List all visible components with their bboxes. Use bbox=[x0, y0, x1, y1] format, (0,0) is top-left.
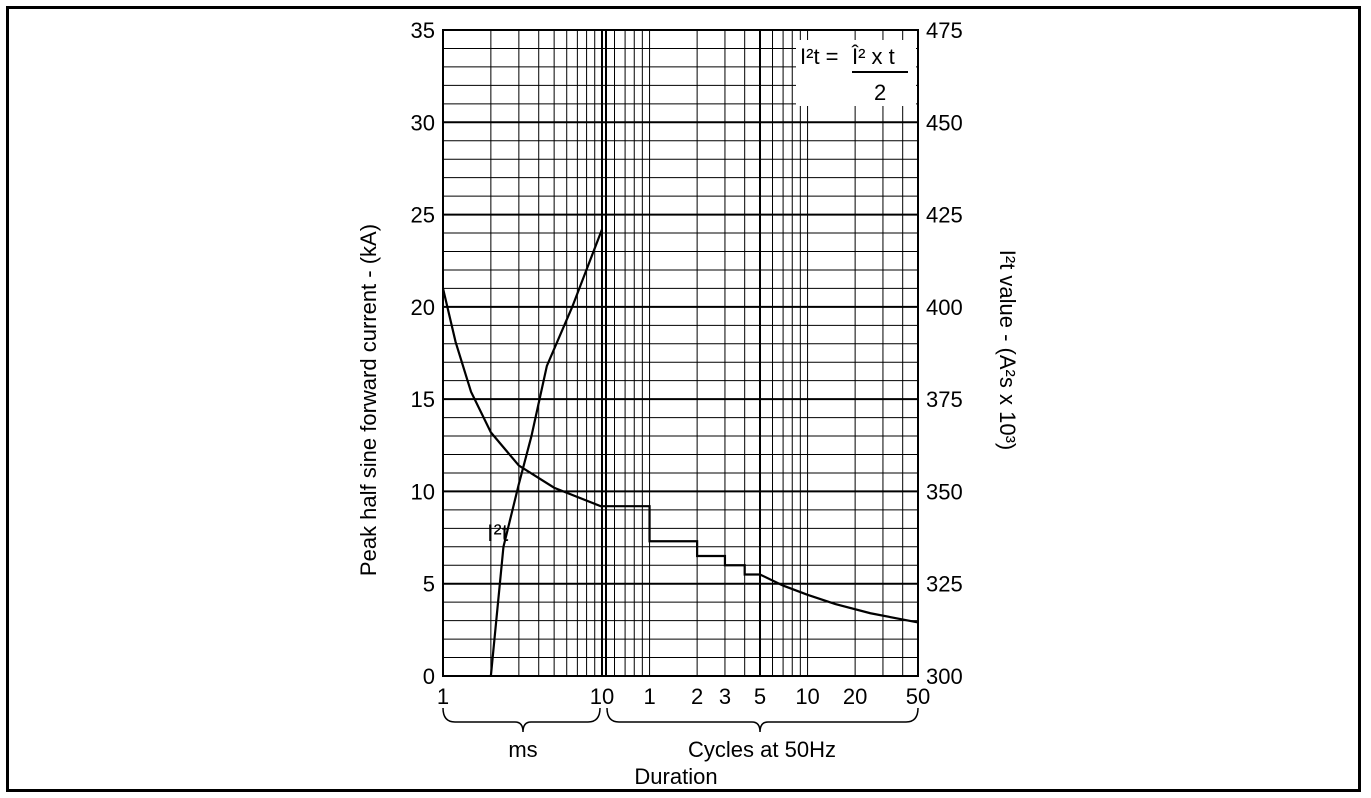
y-tick-label-right: 450 bbox=[926, 110, 963, 135]
formula-lhs: I²t = bbox=[800, 44, 839, 69]
y-tick-label-left: 30 bbox=[411, 110, 435, 135]
y-tick-label-left: 5 bbox=[423, 572, 435, 597]
x-tick-label: 1 bbox=[643, 684, 655, 709]
y-tick-label-left: 35 bbox=[411, 18, 435, 43]
chart-frame bbox=[6, 6, 1361, 792]
y-tick-label-right: 300 bbox=[926, 664, 963, 689]
x-tick-label: 20 bbox=[843, 684, 867, 709]
series-line-i2t bbox=[489, 228, 604, 677]
x-axis-label: Duration bbox=[634, 764, 717, 789]
y-tick-label-left: 15 bbox=[411, 387, 435, 412]
grid bbox=[442, 29, 919, 677]
x-tick-label: 5 bbox=[754, 684, 766, 709]
y-tick-label-left: 0 bbox=[423, 664, 435, 689]
y-tick-label-right: 350 bbox=[926, 479, 963, 504]
y-tick-label-left: 25 bbox=[411, 203, 435, 228]
plot-border bbox=[442, 29, 919, 677]
series-line-forward-current bbox=[441, 288, 919, 624]
y-tick-label-right: 425 bbox=[926, 203, 963, 228]
x-tick-label: 3 bbox=[719, 684, 731, 709]
x-segment-brace-ms bbox=[442, 707, 601, 733]
y-axis-label-right: I²t value - (A²s x 10³) bbox=[995, 250, 1020, 450]
y-axis-label-left: Peak half sine forward current - (kA) bbox=[356, 224, 381, 576]
x-segment-label-ms: ms bbox=[508, 737, 537, 762]
x-tick-label: 10 bbox=[590, 684, 614, 709]
series-layer bbox=[441, 228, 919, 677]
formula-denominator: 2 bbox=[874, 80, 886, 105]
formula-numerator: Î² x t bbox=[851, 44, 895, 69]
x-tick-label: 50 bbox=[906, 684, 930, 709]
x-segment-brace-cycles bbox=[606, 707, 919, 733]
x-tick-label: 10 bbox=[795, 684, 819, 709]
y-tick-label-right: 400 bbox=[926, 295, 963, 320]
x-segment-label-cycles: Cycles at 50Hz bbox=[688, 737, 836, 762]
x-tick-label: 2 bbox=[691, 684, 703, 709]
y-tick-label-left: 20 bbox=[411, 295, 435, 320]
y-tick-label-left: 10 bbox=[411, 479, 435, 504]
y-tick-label-right: 375 bbox=[926, 387, 963, 412]
x-tick-label: 1 bbox=[437, 684, 449, 709]
series-label-i2t: I²t bbox=[487, 520, 509, 547]
y-tick-label-right: 475 bbox=[926, 18, 963, 43]
y-tick-label-right: 325 bbox=[926, 572, 963, 597]
